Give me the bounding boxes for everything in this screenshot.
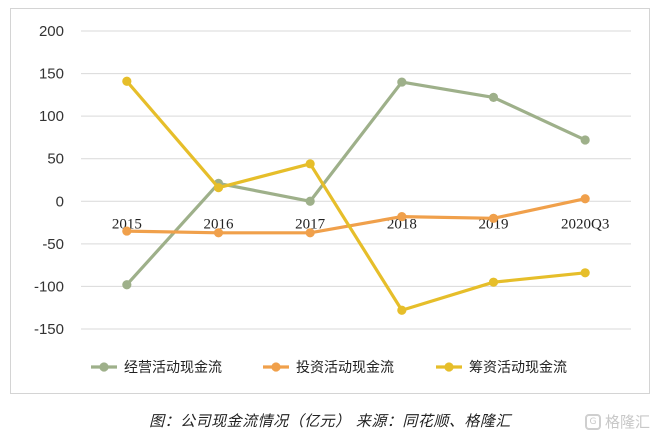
series-1 <box>122 77 590 290</box>
series-line <box>125 80 586 312</box>
x-axis-ticks: 2015 2016 2017 2018 2019 2020Q3 <box>112 216 610 232</box>
legend: 经营活动现金流 投资活动现金流 筹资活动现金流 <box>91 359 567 376</box>
y-tick-label: 100 <box>39 108 64 125</box>
x-tick-label: 2017 <box>295 216 326 232</box>
data-point <box>213 228 224 238</box>
x-tick-label: 2015 <box>112 216 142 232</box>
y-tick-label: -100 <box>34 278 64 295</box>
y-tick-label: -150 <box>34 321 64 338</box>
x-tick-label: 2020Q3 <box>561 216 609 232</box>
legend-item: 经营活动现金流 <box>91 360 222 376</box>
x-tick-label: 2016 <box>204 216 235 232</box>
legend-item: 投资活动现金流 <box>263 360 394 376</box>
data-point <box>488 92 499 103</box>
data-point <box>580 194 590 204</box>
watermark: G 格隆汇 <box>584 411 650 432</box>
legend-label: 筹资活动现金流 <box>469 359 567 376</box>
legend-item: 筹资活动现金流 <box>436 359 567 376</box>
glh-logo-icon: G <box>584 413 601 430</box>
data-point <box>488 213 499 223</box>
data-point <box>397 77 407 87</box>
series-3 <box>122 76 590 315</box>
data-point <box>580 268 590 278</box>
data-point <box>580 135 590 145</box>
data-point <box>122 226 132 236</box>
y-tick-label: 0 <box>56 193 64 210</box>
y-tick-label: 150 <box>39 66 64 83</box>
cash-flow-chart: -150 -100 -50 0 50 100 150 200 2015 2016 2017 2018… <box>34 23 631 376</box>
series-lines <box>122 76 590 315</box>
figure-caption: 图：公司现金流情况（亿元） 来源：同花顺、格隆汇 <box>149 412 511 430</box>
legend-dot-marker <box>99 362 109 372</box>
watermark-text: 格隆汇 <box>604 413 650 431</box>
x-tick-label: 2018 <box>387 216 417 232</box>
series-2 <box>122 194 590 238</box>
data-point <box>122 76 132 86</box>
series-line <box>126 197 586 235</box>
chart-frame: -150 -100 -50 0 50 100 150 200 2015 2016 2017 2018… <box>10 8 650 394</box>
y-tick-label: 50 <box>47 151 64 168</box>
series-line <box>125 80 586 286</box>
y-axis-ticks: -150 -100 -50 0 50 100 150 200 <box>34 23 64 338</box>
y-tick-label: 200 <box>39 23 64 40</box>
data-point <box>122 280 132 290</box>
x-tick-label: 2019 <box>479 216 509 232</box>
legend-label: 投资活动现金流 <box>296 360 394 376</box>
data-point <box>305 228 315 238</box>
data-point <box>488 277 499 287</box>
y-tick-label: -50 <box>42 236 64 253</box>
data-point <box>397 305 407 315</box>
legend-dot-marker <box>271 362 281 372</box>
legend-label: 经营活动现金流 <box>124 360 222 376</box>
gridlines <box>81 30 631 330</box>
data-point <box>213 183 224 193</box>
data-point <box>305 196 315 206</box>
data-point <box>305 159 315 169</box>
legend-dot-marker <box>444 362 454 372</box>
data-point <box>397 212 407 222</box>
